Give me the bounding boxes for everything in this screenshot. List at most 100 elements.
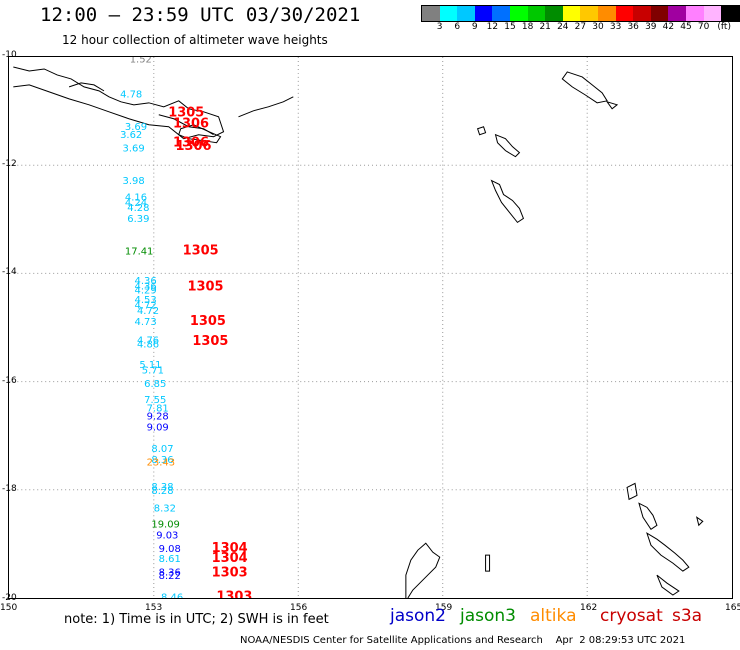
wave-height-label: 8.28 bbox=[151, 486, 173, 497]
colorbar-swatch bbox=[685, 6, 704, 21]
colorbar-label: 24 bbox=[557, 22, 569, 32]
wave-height-label: 4.72 bbox=[137, 306, 159, 317]
colorbar-label: 9 bbox=[471, 22, 478, 32]
colorbar-label: 42 bbox=[662, 22, 675, 32]
colorbar-swatch bbox=[422, 6, 440, 21]
wave-height-label: 4.76 bbox=[137, 336, 159, 347]
wave-height-label: 3.62 bbox=[120, 130, 142, 141]
wave-height-label: 4.53 bbox=[135, 295, 157, 306]
wave-height-label: 1305 bbox=[188, 280, 224, 295]
longitude-tick-label: 153 bbox=[145, 603, 163, 613]
wave-height-label: 6.85 bbox=[144, 379, 166, 390]
colorbar-label: 15 bbox=[504, 22, 516, 32]
wave-height-label: 1305 bbox=[168, 106, 204, 121]
colorbar-swatch bbox=[721, 6, 739, 21]
wave-height-label: 8.32 bbox=[154, 503, 176, 514]
legend-entry-cryosat: cryosat bbox=[600, 606, 663, 626]
credit-line: NOAA/NESDIS Center for Satellite Applica… bbox=[240, 635, 686, 646]
wave-height-label: 4.78 bbox=[120, 90, 142, 101]
wave-height-label: 4.36 bbox=[135, 282, 157, 293]
colorbar-label: 21 bbox=[539, 22, 551, 32]
wave-height-label: 7.55 bbox=[144, 395, 166, 406]
colorbar-swatch bbox=[650, 6, 669, 21]
legend-entry-jason3: jason3 bbox=[460, 606, 516, 626]
colorbar-label: 45 bbox=[680, 22, 692, 32]
wave-height-label: 4.28 bbox=[127, 203, 149, 214]
coastline-papua-new-guinea bbox=[13, 66, 294, 144]
wave-height-label: 3.98 bbox=[123, 176, 145, 187]
latitude-tick-label: -18 bbox=[2, 484, 17, 495]
colorbar-swatch bbox=[633, 6, 651, 21]
latitude-tick-label: -20 bbox=[2, 593, 17, 603]
colorbar-label: 3 bbox=[436, 22, 443, 32]
colorbar-swatch bbox=[615, 6, 634, 21]
colorbar-label: 39 bbox=[645, 22, 657, 32]
coastline-vanuatu-new-caledonia bbox=[490, 179, 704, 596]
colorbar-label: 12 bbox=[486, 22, 499, 32]
colorbar-swatch bbox=[457, 6, 475, 21]
wave-height-label: 1306 bbox=[173, 116, 209, 131]
colorbar-swatch bbox=[439, 6, 458, 21]
colorbar-swatch bbox=[509, 6, 528, 21]
wave-height-label: 8.38 bbox=[151, 482, 173, 493]
longitude-tick-label: 159 bbox=[435, 603, 453, 613]
wave-height-label: 1306 bbox=[175, 139, 211, 154]
colorbar-swatch bbox=[597, 6, 616, 21]
wave-height-label: 8.36 bbox=[159, 567, 181, 578]
wave-height-label: 5.71 bbox=[142, 365, 164, 376]
map-grid bbox=[9, 57, 732, 598]
coastline-australia-queensland bbox=[405, 542, 491, 598]
colorbar-label: 18 bbox=[521, 22, 534, 32]
wave-height-label: 8.07 bbox=[151, 444, 173, 455]
wave-height-label: 1306 bbox=[173, 135, 209, 150]
wave-height-label: 4.36 bbox=[135, 276, 157, 287]
wave-height-label: 1303 bbox=[216, 590, 252, 599]
colorbar-label: 30 bbox=[592, 22, 604, 32]
wave-height-label: 5.11 bbox=[139, 360, 161, 371]
wave-height-label: 7.81 bbox=[147, 403, 169, 414]
wave-height-label: 8.36 bbox=[151, 455, 173, 466]
colorbar-swatch bbox=[703, 6, 722, 21]
map-subtitle: 12 hour collection of altimeter wave hei… bbox=[62, 33, 328, 47]
wave-height-label: 4.72 bbox=[135, 301, 157, 312]
colorbar-swatch bbox=[562, 6, 581, 21]
colorbar-swatch bbox=[474, 6, 493, 21]
colorbar-label: 27 bbox=[574, 22, 587, 32]
wave-height-label: 23.43 bbox=[147, 457, 176, 468]
longitude-tick-label: 150 bbox=[0, 603, 18, 613]
colorbar-swatch bbox=[492, 6, 510, 21]
wave-height-label: 1305 bbox=[192, 334, 228, 349]
wave-height-label: 1304 bbox=[212, 551, 248, 566]
wave-height-label: 4.29 bbox=[135, 285, 157, 296]
colorbar-swatch bbox=[668, 6, 686, 21]
wave-height-label: 1303 bbox=[212, 565, 248, 580]
colorbar-swatch bbox=[580, 6, 598, 21]
latitude-tick-label: -16 bbox=[2, 375, 17, 386]
wave-height-label: 9.09 bbox=[147, 422, 169, 433]
colorbar-swatch bbox=[545, 6, 563, 21]
colorbar-label: 6 bbox=[454, 22, 461, 32]
coastline-solomon-islands bbox=[476, 71, 619, 158]
wave-height-label: 8.46 bbox=[161, 593, 183, 599]
latitude-tick-label: -10 bbox=[2, 50, 17, 60]
wave-height-label: 1305 bbox=[183, 243, 219, 258]
wave-height-label: 1305 bbox=[190, 314, 226, 329]
longitude-tick-label: 156 bbox=[290, 603, 308, 613]
wave-height-label: 17.41 bbox=[125, 246, 153, 257]
latitude-tick-label: -14 bbox=[2, 267, 17, 278]
wave-height-label: 4.73 bbox=[135, 317, 157, 328]
wave-height-label: 4.86 bbox=[137, 340, 159, 351]
legend-entry-altika: altika bbox=[530, 606, 577, 626]
legend-entry-s3a: s3a bbox=[672, 606, 703, 626]
wave-height-label: 1.52 bbox=[130, 56, 152, 65]
legend-entry-jason2: jason2 bbox=[390, 606, 446, 626]
wave-height-label: 9.03 bbox=[156, 530, 178, 541]
wave-height-label: 9.08 bbox=[159, 544, 181, 555]
wave-height-label: 6.39 bbox=[127, 214, 149, 225]
colorbar-label: (ft) bbox=[717, 22, 731, 32]
colorbar-label: 70 bbox=[697, 22, 710, 32]
map-title: 12:00 – 23:59 UTC 03/30/2021 bbox=[40, 4, 361, 26]
colorbar-label: 36 bbox=[627, 22, 639, 32]
units-note: note: 1) Time is in UTC; 2) SWH is in fe… bbox=[64, 612, 329, 627]
